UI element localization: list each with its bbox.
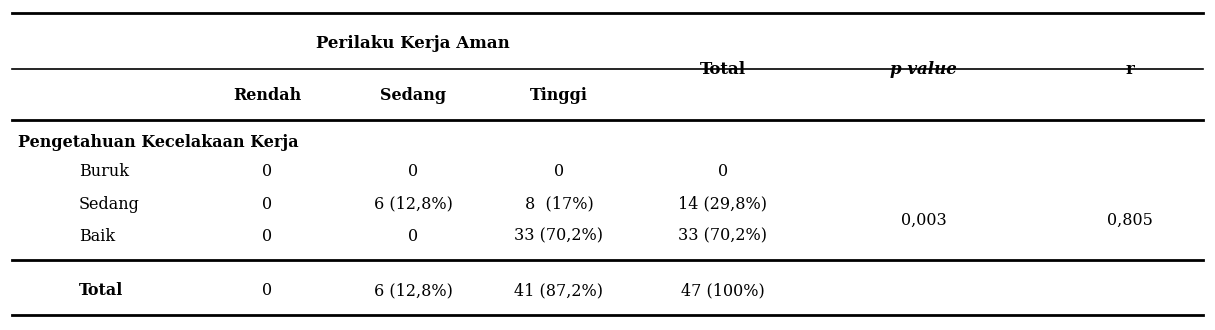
Text: 6 (12,8%): 6 (12,8%) [374,282,452,299]
Text: 8  (17%): 8 (17%) [525,196,593,213]
Text: 0,805: 0,805 [1107,212,1153,229]
Text: 0: 0 [262,163,272,181]
Text: 0: 0 [554,163,564,181]
Text: 33 (70,2%): 33 (70,2%) [678,228,768,245]
Text: 0: 0 [262,228,272,245]
Text: 41 (87,2%): 41 (87,2%) [514,282,604,299]
Text: 0: 0 [408,163,418,181]
Text: p value: p value [889,61,957,78]
Text: Sedang: Sedang [380,86,446,104]
Text: Baik: Baik [79,228,115,245]
Text: 47 (100%): 47 (100%) [682,282,764,299]
Text: 0: 0 [262,282,272,299]
Text: Total: Total [79,282,123,299]
Text: Pengetahuan Kecelakaan Kerja: Pengetahuan Kecelakaan Kerja [18,134,299,151]
Text: r: r [1125,61,1135,78]
Text: 33 (70,2%): 33 (70,2%) [514,228,604,245]
Text: Rendah: Rendah [233,86,301,104]
Text: Total: Total [700,61,746,78]
Text: Tinggi: Tinggi [530,86,588,104]
Text: Sedang: Sedang [79,196,140,213]
Text: 0: 0 [718,163,728,181]
Text: Perilaku Kerja Aman: Perilaku Kerja Aman [316,35,510,52]
Text: 0,003: 0,003 [900,212,946,229]
Text: 6 (12,8%): 6 (12,8%) [374,196,452,213]
Text: 0: 0 [262,196,272,213]
Text: Buruk: Buruk [79,163,129,181]
Text: 14 (29,8%): 14 (29,8%) [678,196,768,213]
Text: 0: 0 [408,228,418,245]
